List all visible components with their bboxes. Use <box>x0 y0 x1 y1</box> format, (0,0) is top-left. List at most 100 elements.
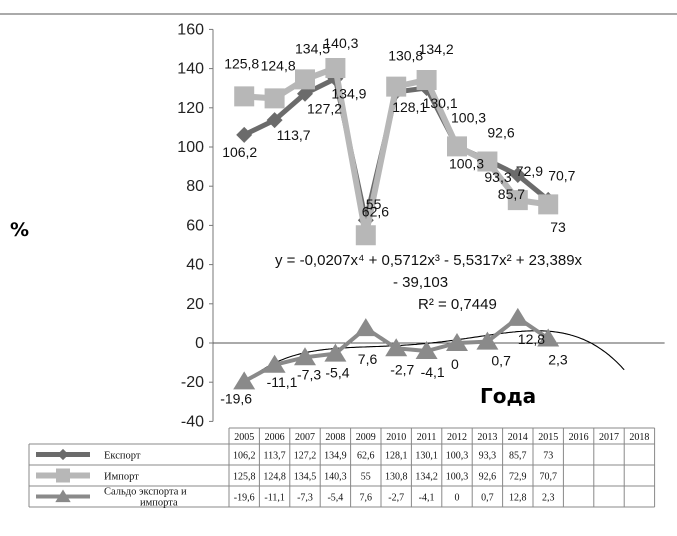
table-cell: 134,9 <box>324 451 347 462</box>
series-marker <box>233 371 255 389</box>
data-label: 127,2 <box>307 101 342 117</box>
series-marker <box>538 194 558 214</box>
series-marker <box>236 127 252 143</box>
trendline-r-squared: R² = 0,7449 <box>418 296 497 313</box>
table-cell: 73 <box>543 451 553 462</box>
series-marker <box>356 225 376 245</box>
data-label: 125,8 <box>224 55 259 71</box>
data-label: 134,2 <box>419 41 454 57</box>
x-tick-label: 2017 <box>599 432 619 443</box>
data-label: 100,3 <box>451 109 486 125</box>
data-label: -7,3 <box>297 366 321 382</box>
y-tick-label: 140 <box>177 61 204 78</box>
table-cell: 100,3 <box>446 451 469 462</box>
table-cell: -5,4 <box>327 493 343 504</box>
y-tick-label: 0 <box>195 335 204 352</box>
data-label: 85,7 <box>498 186 525 202</box>
table-cell: 125,8 <box>233 472 256 483</box>
y-axis-label: % <box>10 219 29 241</box>
data-label: -4,1 <box>421 364 445 380</box>
table-cell: 2,3 <box>542 493 555 504</box>
legend-key-marker <box>57 449 68 460</box>
table-cell: 140,3 <box>324 472 347 483</box>
data-table: 2005 2006 2007 2008 2009 2010 2011 2012 2013 2014… <box>29 428 655 509</box>
table-cell: 55 <box>361 472 371 483</box>
data-label: 73 <box>550 219 566 235</box>
y-tick-label: 60 <box>186 217 204 234</box>
data-label: 140,3 <box>323 35 358 51</box>
y-tick-label: -20 <box>181 374 204 391</box>
x-tick-label: 2014 <box>508 432 528 443</box>
series-marker <box>507 308 529 326</box>
x-tick-label: 2008 <box>325 432 345 443</box>
data-label: 72,9 <box>516 163 543 179</box>
table-cell: 130,1 <box>415 451 438 462</box>
data-label: 106,2 <box>222 144 257 160</box>
table-cell: 128,1 <box>385 451 408 462</box>
series-marker <box>295 69 315 89</box>
data-label: 100,3 <box>449 155 484 171</box>
table-cell: 7,6 <box>360 493 373 504</box>
data-label: 134,9 <box>331 86 366 102</box>
y-tick-label: -40 <box>181 413 204 430</box>
table-cell: -19,6 <box>234 493 255 504</box>
table-cell: 92,6 <box>479 472 497 483</box>
y-tick-label: 100 <box>177 139 204 156</box>
table-cell: 0 <box>455 493 460 504</box>
series-marker <box>417 70 437 90</box>
x-tick-label: 2015 <box>538 432 558 443</box>
data-label: -5,4 <box>325 365 349 381</box>
table-cell: -2,7 <box>388 493 404 504</box>
y-tick-label: 20 <box>186 296 204 313</box>
series-marker <box>325 58 345 78</box>
data-label: 2,3 <box>548 351 568 367</box>
data-label: -19,6 <box>220 390 252 406</box>
data-label: 55 <box>366 196 382 212</box>
series-marker <box>355 318 377 336</box>
data-label: 70,7 <box>548 167 575 183</box>
table-cell: 62,6 <box>357 451 375 462</box>
series-marker <box>386 77 406 97</box>
x-tick-label: 2012 <box>447 432 467 443</box>
x-tick-label: 2011 <box>417 432 437 443</box>
data-label: 92,6 <box>487 125 514 141</box>
x-tick-label: 2007 <box>295 432 315 443</box>
data-label: 0,7 <box>491 353 511 369</box>
data-label: 0 <box>451 356 459 372</box>
data-label: 7,6 <box>358 351 378 367</box>
x-tick-label: 2005 <box>234 432 254 443</box>
table-cell: 85,7 <box>509 451 527 462</box>
table-cell: 0,7 <box>481 493 494 504</box>
data-label: 12,8 <box>518 331 545 347</box>
table-cell: 12,8 <box>509 493 527 504</box>
legend-key-marker <box>56 469 70 483</box>
x-tick-label: 2009 <box>356 432 376 443</box>
x-tick-label: 2010 <box>386 432 406 443</box>
data-label: -2,7 <box>390 361 414 377</box>
trendline-equation-line1: y = -0,0207x⁴ + 0,5712x³ - 5,5317x² + 23… <box>275 252 583 269</box>
table-cell: 127,2 <box>294 451 317 462</box>
x-tick-label: 2006 <box>265 432 285 443</box>
y-tick-label: 40 <box>186 257 204 274</box>
series-marker <box>265 88 285 108</box>
data-label: 124,8 <box>261 57 296 73</box>
legend-label: Експорт <box>104 451 141 462</box>
table-cell: 72,9 <box>509 472 527 483</box>
table-cell: -4,1 <box>419 493 435 504</box>
table-cell: 130,8 <box>385 472 408 483</box>
data-label: -11,1 <box>267 374 298 390</box>
y-tick-label: 160 <box>177 21 204 38</box>
table-cell: 106,2 <box>233 451 256 462</box>
x-tick-label: 2018 <box>629 432 649 443</box>
trendline-equation-line2: - 39,103 <box>393 274 448 291</box>
table-cell: 134,2 <box>415 472 438 483</box>
series-marker <box>234 86 254 106</box>
legend-label: Импорт <box>104 472 139 483</box>
legend-label: импорта <box>140 498 178 509</box>
y-tick-label: 120 <box>177 100 204 117</box>
table-cell: 70,7 <box>539 472 557 483</box>
table-cell: 134,5 <box>294 472 317 483</box>
table-cell: 100,3 <box>446 472 469 483</box>
series-marker <box>447 136 467 156</box>
